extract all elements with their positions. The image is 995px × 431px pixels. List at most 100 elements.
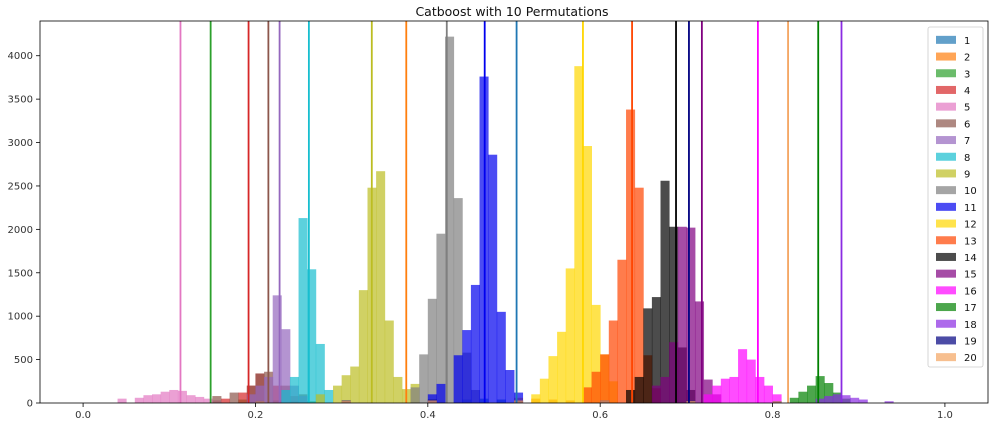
legend-label-4: 4	[964, 86, 970, 97]
bar-series-11-0	[427, 394, 437, 403]
y-tick-label-5: 2500	[8, 181, 33, 192]
legend-label-19: 19	[964, 336, 977, 347]
bar-series-13-2	[600, 354, 610, 403]
bar-series-9-1	[333, 385, 343, 403]
legend-label-7: 7	[964, 136, 970, 147]
bar-series-12-0	[531, 394, 541, 403]
bar-series-7-4	[281, 329, 291, 403]
y-tick-label-1: 500	[14, 355, 33, 366]
bar-series-16-7	[763, 385, 773, 403]
legend-label-13: 13	[964, 236, 977, 247]
legend-swatch-1	[936, 35, 956, 44]
bar-series-13-0	[582, 387, 592, 403]
axes: 0.0 0.2 0.4 0.6 0.8 1.0 0 500 1000 1500 2000 2500 30…	[8, 20, 989, 421]
bar-series-16-5	[746, 359, 756, 403]
bar-series-12-3	[557, 331, 567, 403]
bar-series-7-0	[246, 394, 256, 403]
bar-series-16-2	[720, 378, 730, 403]
bar-series-17-4	[824, 383, 834, 403]
legend-label-12: 12	[964, 220, 977, 231]
bar-series-8-2	[298, 218, 308, 403]
bar-series-9-7	[384, 320, 394, 403]
series-9	[315, 171, 420, 403]
legend-box	[927, 26, 984, 368]
y-tick-label-4: 2000	[8, 225, 33, 236]
bar-series-17-2	[807, 385, 817, 403]
bar-series-16-3	[729, 376, 739, 403]
y-tick-label-7: 3500	[8, 95, 33, 106]
bar-series-8-1	[289, 376, 299, 403]
bar-series-4-0	[220, 398, 231, 403]
bar-series-9-3	[350, 366, 360, 403]
bar-series-11-6	[488, 154, 498, 403]
series-5	[117, 389, 222, 403]
bar-series-8-0	[281, 389, 291, 403]
bar-series-18-3	[841, 395, 851, 403]
legend-label-10: 10	[964, 186, 977, 197]
bar-series-10-5	[453, 198, 463, 403]
legend-swatch-19	[936, 336, 956, 345]
legend-swatch-10	[936, 186, 956, 195]
legend-swatch-7	[936, 136, 956, 145]
bar-series-5-5	[169, 389, 179, 403]
bar-series-6-1	[229, 392, 239, 403]
bar-series-20-3	[514, 400, 524, 403]
series-18	[815, 394, 894, 403]
bar-series-10-4	[445, 36, 455, 403]
bar-series-15-5	[694, 301, 705, 403]
legend-swatch-2	[936, 52, 956, 61]
y-tick-label-6: 3000	[8, 138, 33, 149]
plot-frame	[39, 20, 989, 404]
bar-series-10-3	[436, 233, 446, 403]
bar-series-5-2	[143, 395, 153, 403]
legend-swatch-12	[936, 219, 956, 228]
legend-swatch-6	[936, 119, 956, 128]
legend-label-5: 5	[964, 103, 970, 114]
bar-series-5-9	[203, 398, 213, 403]
legend-label-8: 8	[964, 153, 970, 164]
bar-series-9-8	[393, 376, 403, 403]
legend-label-16: 16	[964, 286, 977, 297]
bar-series-6-0	[212, 396, 222, 403]
bar-series-14-2	[643, 308, 653, 403]
bar-series-16-1	[712, 385, 722, 403]
bar-series-20-1	[341, 400, 351, 403]
legend-label-14: 14	[964, 253, 977, 264]
legend-swatch-16	[936, 286, 956, 295]
bar-series-11-2	[453, 355, 463, 403]
legend-swatch-5	[936, 102, 956, 111]
x-tick-label-1: 0.2	[248, 410, 264, 421]
bar-series-18-2	[832, 394, 842, 403]
legend-swatch-20	[936, 353, 956, 362]
bar-series-17-0	[789, 397, 799, 403]
bar-series-11-8	[505, 370, 515, 403]
bar-series-5-1	[134, 397, 144, 403]
legend-swatch-11	[936, 202, 956, 211]
bar-series-5-0	[117, 398, 127, 403]
bar-series-12-1	[539, 378, 549, 403]
bar-series-20-5	[686, 400, 696, 403]
bar-series-9-6	[376, 171, 386, 403]
y-tick-label-3: 1500	[8, 268, 33, 279]
y-tick-label-8: 4000	[8, 51, 33, 62]
chart-title: Catboost with 10 Permutations	[415, 4, 608, 19]
bar-series-20-4	[600, 400, 610, 403]
bar-series-20-2	[427, 400, 437, 403]
bar-series-5-4	[160, 391, 170, 403]
legend-swatch-15	[936, 269, 956, 278]
bar-series-10-0	[410, 387, 420, 403]
bar-series-16-8	[772, 394, 782, 403]
legend-label-3: 3	[964, 69, 970, 80]
bar-series-17-1	[798, 391, 808, 403]
bar-series-13-1	[591, 371, 601, 403]
bar-series-20-6	[772, 401, 782, 403]
bar-series-15-2	[669, 342, 679, 403]
legend-swatch-3	[936, 69, 956, 78]
legend-label-20: 20	[964, 353, 977, 364]
bar-series-14-4	[660, 180, 670, 403]
x-tick-label-0: 0.0	[75, 410, 91, 421]
bar-series-8-3	[307, 269, 317, 403]
bar-series-13-6	[634, 187, 644, 403]
